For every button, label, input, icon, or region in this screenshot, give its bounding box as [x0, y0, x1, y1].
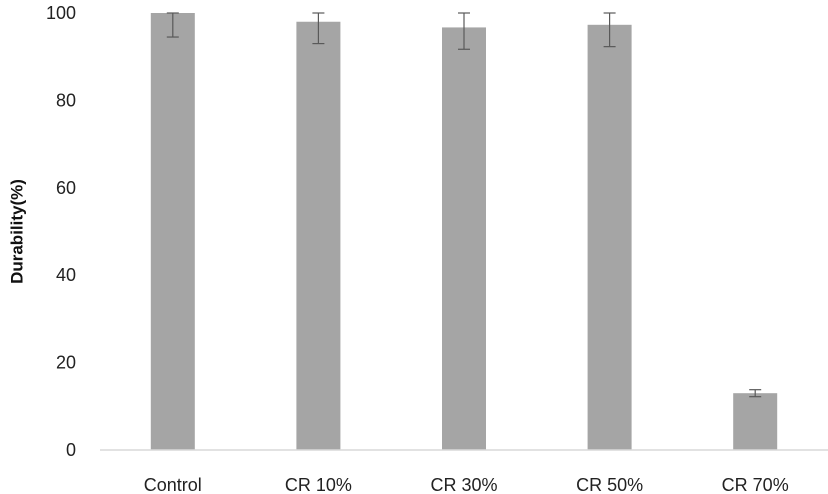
bar: [442, 27, 486, 451]
error-bar: [458, 12, 470, 50]
x-tick-label: CR 30%: [430, 475, 497, 494]
error-bar: [603, 12, 616, 48]
bar: [733, 393, 778, 450]
x-tick-label: CR 70%: [722, 475, 789, 494]
error-bar: [312, 12, 325, 45]
x-tick-label: CR 10%: [285, 475, 352, 494]
bar: [587, 24, 632, 450]
y-tick-label: 20: [56, 353, 76, 373]
y-tick-label: 60: [56, 178, 76, 198]
bars: [150, 13, 778, 451]
y-tick-label: 40: [56, 265, 76, 285]
y-tick-label: 80: [56, 90, 76, 110]
y-tick-label: 100: [46, 3, 76, 23]
x-axis-ticks: Control CR 10% CR 30% CR 50% CR 70%: [144, 475, 789, 494]
error-bar: [166, 12, 179, 38]
bar: [150, 13, 195, 450]
x-tick-label: Control: [144, 475, 202, 494]
y-tick-label: 0: [66, 440, 76, 460]
bar: [296, 21, 341, 451]
x-tick-label: CR 50%: [576, 475, 643, 494]
error-bars: [166, 12, 762, 398]
y-axis-title: Durability(%): [7, 179, 26, 284]
y-axis-ticks: 0 20 40 60 80 100: [46, 3, 76, 460]
error-bar: [749, 389, 762, 398]
